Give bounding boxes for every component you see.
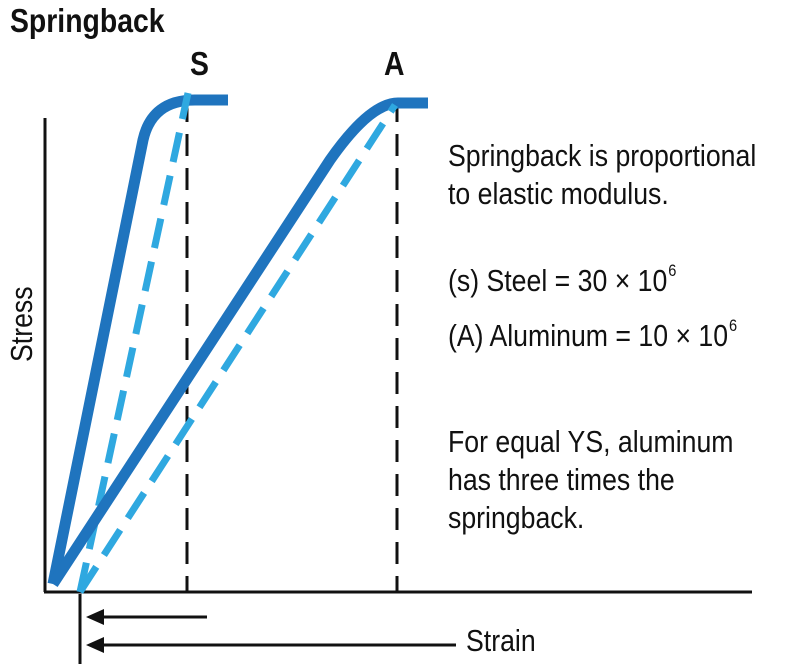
- steel-unloading-curve: [76, 92, 192, 593]
- steel-springback-arrow: [86, 609, 207, 625]
- proportional-note-line2: to elastic modulus.: [448, 176, 669, 211]
- strain-arrow: [86, 637, 456, 653]
- conclusion-line1: For equal YS, aluminum: [448, 424, 734, 459]
- aluminum-loading-curve: [48, 97, 428, 588]
- x-axis-label: Strain: [466, 623, 536, 658]
- steel-loading-curve: [47, 94, 228, 586]
- aluminum-marker-label: A: [384, 45, 405, 82]
- aluminum-modulus-exponent: 6: [728, 316, 738, 335]
- aluminum-modulus-note: (A) Aluminum = 10 × 106: [448, 307, 737, 355]
- proportional-note-line1: Springback is proportional: [448, 138, 757, 173]
- steel-modulus-exponent: 6: [668, 261, 677, 280]
- diagram-title: Springback: [10, 2, 165, 39]
- steel-marker-label: S: [190, 45, 209, 82]
- steel-modulus-text: (s) Steel = 30 × 10: [448, 263, 668, 298]
- y-axis-label: Stress: [4, 286, 39, 362]
- aluminum-unloading-curve: [77, 103, 398, 594]
- conclusion-line2: has three times the: [448, 462, 675, 497]
- conclusion-line3: springback.: [448, 500, 585, 535]
- aluminum-modulus-text: (A) Aluminum = 10 × 10: [448, 318, 729, 353]
- steel-modulus-note: (s) Steel = 30 × 106: [448, 252, 676, 300]
